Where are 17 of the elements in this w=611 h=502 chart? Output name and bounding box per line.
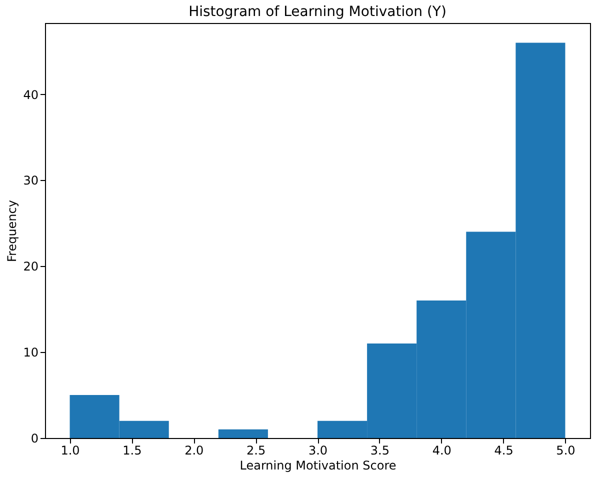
x-tick-label: 4.5 (494, 444, 514, 458)
x-tick-label: 2.5 (246, 444, 266, 458)
x-tick-label: 1.0 (60, 444, 80, 458)
y-axis-title: Frequency (5, 200, 20, 262)
y-tick-label: 10 (23, 346, 38, 360)
x-tick-label: 5.0 (556, 444, 576, 458)
x-tick-label: 3.5 (370, 444, 390, 458)
x-tick-label: 2.0 (184, 444, 204, 458)
x-tick-label: 1.5 (122, 444, 142, 458)
y-tick-label: 30 (23, 174, 38, 188)
x-tick-label: 3.0 (308, 444, 328, 458)
y-tick-label: 0 (30, 432, 38, 446)
chart-title: Histogram of Learning Motivation (Y) (188, 4, 446, 20)
x-tick-label: 4.0 (432, 444, 452, 458)
y-tick-label: 40 (23, 88, 38, 102)
y-tick-label: 20 (23, 260, 38, 274)
x-axis-title: Learning Motivation Score (240, 458, 396, 472)
